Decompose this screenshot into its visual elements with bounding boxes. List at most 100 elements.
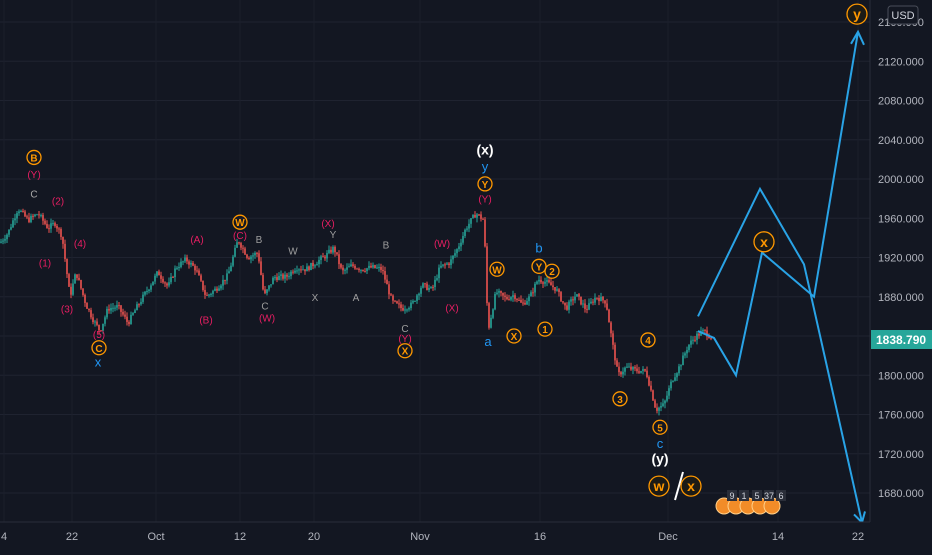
wave-label: b [535,241,542,256]
candle-body [512,295,514,298]
wave-label: x [760,234,768,250]
candle-body [290,271,292,277]
candle-body [390,294,392,296]
candle-body [228,271,230,274]
candle-body [28,217,30,223]
candle-body [676,373,678,378]
candle-body [648,377,650,386]
price-tick-label: 2120.000 [878,56,924,68]
candle-body [146,291,148,293]
candle-body [428,287,430,290]
candle-body [576,294,578,297]
candle-body [506,296,508,300]
candle-body [300,269,302,271]
wave-label-circle [537,321,553,337]
candle-body [382,269,384,272]
candle-body [276,277,278,280]
candle-body [374,265,376,269]
time-tick-label: 16 [534,531,546,543]
candle-body [488,303,490,328]
wave-label: A [353,293,360,304]
candle-body [510,297,512,300]
candle-body [134,310,136,314]
candle-body [334,246,336,253]
candle-body [14,218,16,221]
candle-body [408,308,410,310]
candle-body [214,288,216,291]
candle-body [622,371,624,375]
candle-body [84,294,86,303]
candle-body [632,367,634,370]
candle-body [170,276,172,283]
last-price-tag: 1838.790 [871,330,932,349]
candle-body [498,291,500,293]
candle-body [448,263,450,266]
candle-body [452,255,454,260]
grid-lines [0,21,870,494]
candle-body [624,367,626,372]
candle-body [584,303,586,309]
wave-label: C [401,324,408,335]
candle-body [526,301,528,305]
time-axis[interactable]: 4 22 Oct 12 20 Nov 16 Dec 14 22 [1,531,864,543]
candle-body [636,368,638,372]
candle-body [562,301,564,303]
candle-body [90,310,92,318]
candle-body [158,271,160,276]
candle-body [528,296,530,302]
candle-body [188,261,190,265]
candle-body [424,283,426,285]
candle-body [288,276,290,278]
candle-body [354,265,356,269]
candle-body [172,276,174,278]
candle-body [38,214,40,216]
candle-body [166,283,168,286]
candle-body [44,220,46,224]
candle-body [296,270,298,272]
candle-body [156,271,158,276]
candle-body [116,305,118,308]
candle-body [4,239,6,241]
candle-body [578,294,580,297]
candle-body [342,267,344,271]
candle-body [164,282,166,284]
candle-body [244,248,246,255]
candle-body [148,289,150,292]
candle-body [500,291,502,293]
candle-body [386,279,388,285]
candle-body [698,333,700,336]
event-count-bg [739,490,749,501]
currency-badge[interactable]: USD [887,5,919,25]
candle-body [268,285,270,290]
candle-body [186,257,188,262]
candle-body [332,246,334,253]
candle-body [154,275,156,282]
wave-label-circle [26,149,42,166]
candle-body [460,242,462,247]
time-tick-label: Nov [410,531,430,543]
wave-label: (C) [233,231,247,242]
candle-body [536,281,538,284]
event-markers[interactable]: 9 1 5 37 6 [715,490,786,515]
candle-body [32,215,34,217]
event-count: 37 [764,491,774,501]
candle-body [462,235,464,243]
wave-labels: B(Y)C(2)(1)(4)(3)(5)Cx(A)(B)W(C) BC(W)WX(… [26,3,868,497]
candle-body [598,298,600,302]
time-tick-label: 22 [852,531,864,543]
candle-body [654,400,656,408]
event-count-bg [752,490,762,501]
candle-body [292,271,294,273]
price-tick-label: 1800.000 [878,370,924,382]
candle-body [358,268,360,271]
candle-body [270,284,272,286]
candle-body [670,381,672,389]
candle-body [546,280,548,282]
wave-label-circle [612,391,628,407]
candle-body [294,270,296,273]
candle-body [18,211,20,214]
candle-body [70,286,72,295]
candle-body [534,283,536,293]
